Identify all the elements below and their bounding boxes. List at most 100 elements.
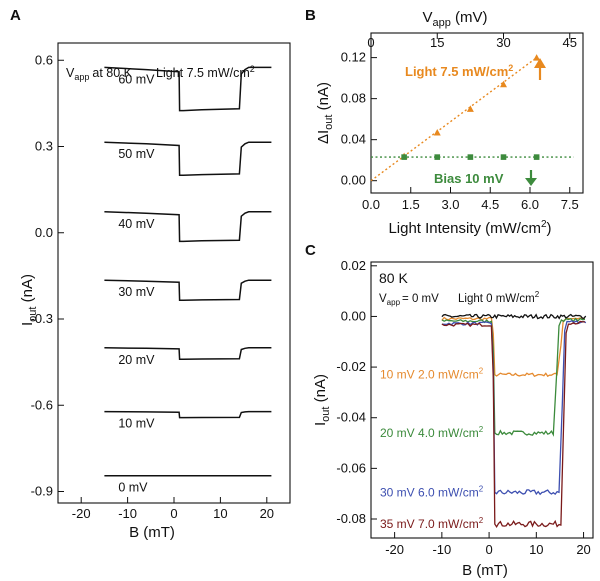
panel-c-series-label-text: 30 mV 6.0 mW/cm <box>380 485 479 499</box>
panel-a-x-tick-label: 20 <box>260 506 274 521</box>
panel-b-y-ticks: 0.00 0.04 0.08 0.12 <box>341 50 377 188</box>
panel-a-series-line <box>104 211 272 243</box>
panel-b-top-x-ticks: 0 15 30 45 <box>367 33 577 50</box>
panel-b-x-tick-label: 0.0 <box>362 197 380 212</box>
panel-b-light-point <box>533 54 541 61</box>
panel-a: A -20 -10 0 10 20 0.6 0.3 0.0 -0.3 -0.6 -0.9 60 m… <box>10 7 291 541</box>
panel-a-y-tick-label: -0.6 <box>31 397 53 412</box>
panel-a-y-tick-label: 0.3 <box>35 139 53 154</box>
panel-b-down-arrow-icon <box>525 170 537 186</box>
panel-b-x-axis-title: Light Intensity (mW/cm2) <box>388 219 551 237</box>
panel-c-x-tick-label: -20 <box>385 542 404 557</box>
panel-c-series-line <box>441 320 586 529</box>
panel-a-series-labels: 60 mV 50 mV 40 mV 30 mV 20 mV 10 mV 0 mV <box>118 72 155 494</box>
panel-a-vapp-annotation: Vapp at 80 K <box>66 66 133 82</box>
panel-b-y-axis-title: ΔIout (nA) <box>315 82 335 144</box>
panel-b-bias-point <box>401 154 407 160</box>
panel-b-x-ticks: 0.0 1.5 3.0 4.5 6.0 7.5 <box>362 187 579 212</box>
panel-a-series-label: 0 mV <box>118 481 148 495</box>
panel-a-letter: A <box>10 7 21 24</box>
panel-c-series-label-exponent: 2 <box>479 425 484 434</box>
panel-a-series-line <box>104 279 272 302</box>
panel-c-letter: C <box>305 242 316 259</box>
panel-c-x-tick-label: -10 <box>432 542 451 557</box>
panel-b-top-x-axis-title: Vapp (mV) <box>422 9 487 29</box>
panel-a-series-label: 40 mV <box>118 217 155 231</box>
panel-c-y-tick-label: -0.08 <box>336 511 366 526</box>
panel-a-series-label: 60 mV <box>118 72 155 86</box>
panel-b-top-x-tick-label: 0 <box>367 35 374 50</box>
panel-b-y-tick-label: 0.04 <box>341 132 366 147</box>
panel-c-series-label-text: 10 mV 2.0 mW/cm <box>380 368 479 382</box>
panel-b-top-x-tick-label: 30 <box>496 35 510 50</box>
panel-a-x-tick-label: 0 <box>170 506 177 521</box>
panel-a-x-tick-label: 10 <box>213 506 227 521</box>
panel-b-up-arrow-icon <box>534 58 546 80</box>
panel-c-series-label-text: 35 mV 7.0 mW/cm <box>380 517 479 531</box>
panel-a-series-line <box>104 141 272 177</box>
panel-b-bias-legend: Bias 10 mV <box>434 171 504 186</box>
panel-b-light-legend: Light 7.5 mW/cm2 <box>405 63 513 79</box>
panel-c-series-label: 30 mV 6.0 mW/cm2 <box>380 484 484 499</box>
panel-a-y-tick-label: 0.6 <box>35 52 53 67</box>
panel-c-light-annotation: Light 0 mW/cm2 <box>458 290 540 305</box>
panel-b-light-point <box>500 80 507 88</box>
panel-c-series-label: 20 mV 4.0 mW/cm2 <box>380 425 484 440</box>
panel-b-frame <box>370 32 584 194</box>
panel-b-bias-point <box>434 154 441 160</box>
panel-a-x-tick-label: -10 <box>118 506 137 521</box>
panel-c-series-label-exponent: 2 <box>479 484 484 493</box>
panel-a-frame <box>57 42 291 504</box>
panel-a-x-ticks: -20 -10 0 10 20 <box>72 497 274 521</box>
panel-b-top-x-tick-label: 15 <box>430 35 444 50</box>
panel-b: B 0.0 1.5 3.0 4.5 6.0 7.5 0 15 30 45 0.000.040.0… <box>305 7 584 237</box>
panel-a-series <box>104 66 272 477</box>
panel-b-x-tick-label: 6.0 <box>521 197 539 212</box>
panel-c-series-label-exponent: 2 <box>479 516 484 525</box>
panel-c-temperature: 80 K <box>379 270 408 286</box>
panel-c-series <box>441 313 587 529</box>
panel-a-series-line <box>104 66 272 112</box>
panel-a-y-ticks: 0.6 0.3 0.0 -0.3 -0.6 -0.9 <box>31 52 64 499</box>
panel-c-x-tick-label: 0 <box>485 542 492 557</box>
panel-a-series-label: 20 mV <box>118 353 155 367</box>
panel-c-y-tick-label: 0.02 <box>341 258 366 273</box>
panel-a-series-line <box>104 410 272 419</box>
panel-a-y-tick-label: 0.0 <box>35 225 53 240</box>
panel-b-y-tick-label: 0.08 <box>341 91 366 106</box>
panel-b-y-tick-label: 0.00 <box>341 173 366 188</box>
panel-a-series-label: 50 mV <box>118 147 155 161</box>
panel-b-top-x-tick-label: 45 <box>563 35 577 50</box>
panel-c-y-tick-label: -0.06 <box>336 460 366 475</box>
panel-c-x-tick-label: 10 <box>529 542 543 557</box>
panel-b-light-point <box>433 128 441 136</box>
panel-c-x-tick-label: 20 <box>576 542 590 557</box>
panel-b-bias-point <box>533 154 540 160</box>
panel-c-series-label: 10 mV 2.0 mW/cm2 <box>380 367 484 382</box>
panel-a-series-label: 10 mV <box>118 417 155 431</box>
panel-c-series-label: 35 mV 7.0 mW/cm2 <box>380 516 484 531</box>
panel-b-fit-line <box>370 57 538 182</box>
panel-b-bias-point <box>500 154 507 160</box>
panel-c-y-tick-label: -0.04 <box>336 410 366 425</box>
panel-a-x-tick-label: -20 <box>72 506 91 521</box>
panel-c-vapp-annotation: Vapp = 0 mV <box>379 293 439 307</box>
panel-b-bias-point <box>467 154 474 160</box>
panel-b-letter: B <box>305 7 316 24</box>
panel-a-series-line <box>104 347 272 361</box>
panel-c-y-tick-label: 0.00 <box>341 308 366 323</box>
panel-b-x-tick-label: 1.5 <box>402 197 420 212</box>
panel-c-y-axis-title: Iout (nA) <box>312 374 332 426</box>
panel-c-y-ticks: 0.02 0.00 -0.02 -0.04 -0.06 -0.08 <box>336 258 377 526</box>
panel-c-x-axis-title: B (mT) <box>462 562 508 579</box>
panel-b-x-tick-label: 4.5 <box>481 197 499 212</box>
panel-c-series-line <box>441 320 587 496</box>
panel-c-x-ticks: -20 -10 0 10 20 <box>385 532 591 557</box>
panel-b-light-point <box>466 105 474 112</box>
panel-b-x-tick-label: 7.5 <box>561 197 579 212</box>
panel-a-light-annotation: Light 7.5 mW/cm2 <box>156 64 255 80</box>
panel-c-series-label-text: 20 mV 4.0 mW/cm <box>380 426 479 440</box>
panel-b-series <box>370 54 574 182</box>
panel-a-y-tick-label: -0.9 <box>31 484 53 499</box>
